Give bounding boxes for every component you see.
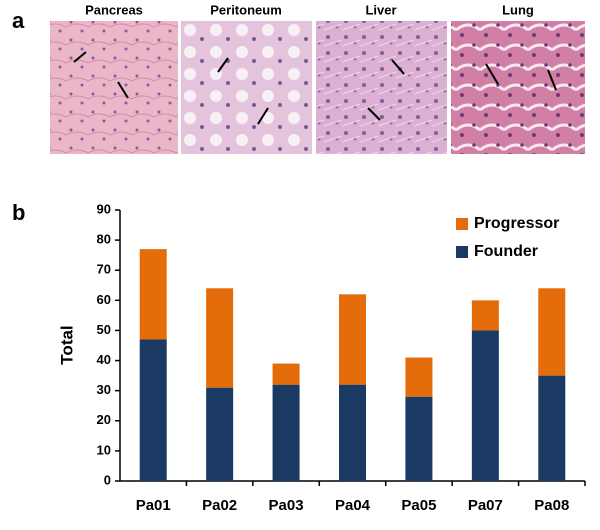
panel-label: b (12, 200, 25, 225)
y-tick-label: 20 (97, 412, 111, 427)
micrograph (50, 21, 178, 154)
bar-segment (538, 288, 566, 376)
arrows (73, 51, 557, 125)
bar-segment (471, 300, 499, 331)
micrographs (50, 21, 585, 154)
bar-segment (206, 288, 234, 388)
panel-label: a (12, 8, 25, 33)
bar-segment (272, 384, 300, 481)
y-tick-label: 40 (97, 352, 111, 367)
bar-segment (272, 363, 300, 385)
legend-label: Progressor (474, 215, 559, 232)
legend-swatch (456, 218, 468, 230)
bar-segment (206, 387, 234, 481)
legend-label: Founder (474, 243, 538, 260)
bar-segment (471, 330, 499, 481)
image-title: Lung (502, 2, 534, 17)
y-tick-label: 70 (97, 262, 111, 277)
x-tick-label: Pa05 (401, 497, 436, 514)
image-title: Peritoneum (210, 2, 282, 17)
bar-segment (139, 249, 167, 340)
x-tick-label: Pa02 (202, 497, 237, 514)
legend-swatch (456, 246, 468, 258)
bar-segment (405, 357, 433, 397)
micrograph (316, 21, 447, 154)
x-tick-label: Pa03 (269, 497, 304, 514)
bar-segment (339, 294, 366, 385)
x-tick-label: Pa07 (468, 497, 503, 514)
y-axis-label: Total (57, 325, 76, 364)
bar-segment (538, 375, 566, 481)
y-tick-label: 50 (97, 322, 111, 337)
x-tick-label: Pa01 (136, 497, 171, 514)
x-tick-label: Pa08 (534, 497, 569, 514)
bar-segment (405, 396, 433, 481)
y-tick-label: 10 (97, 442, 111, 457)
bar-segment (139, 339, 167, 481)
bar-segment (339, 384, 366, 481)
y-tick-label: 80 (97, 232, 111, 247)
y-tick-label: 90 (97, 201, 111, 216)
image-title: Liver (365, 2, 396, 17)
micrograph (451, 21, 585, 154)
y-tick-label: 30 (97, 382, 111, 397)
x-tick-label: Pa04 (335, 497, 371, 514)
y-tick-label: 60 (97, 292, 111, 307)
micrograph (181, 21, 312, 154)
y-tick-label: 0 (104, 472, 111, 487)
image-title: Pancreas (85, 2, 143, 17)
